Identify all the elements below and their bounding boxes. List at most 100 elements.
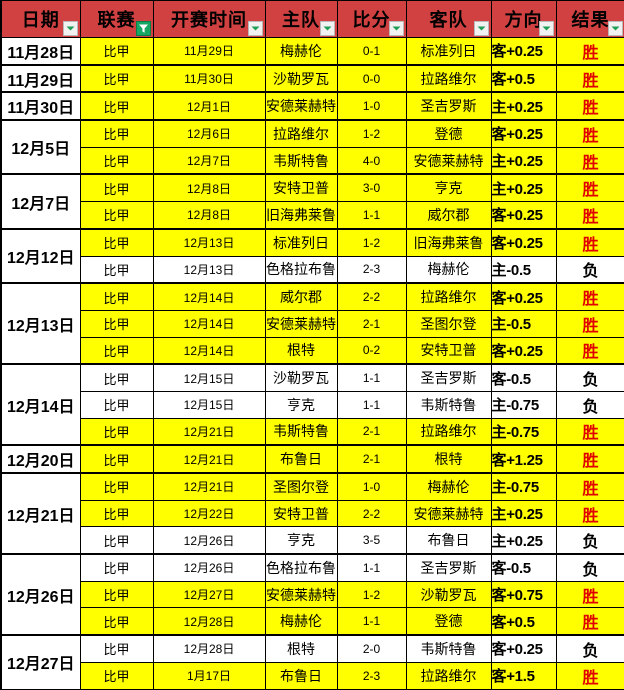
- cell-away-team[interactable]: 拉路维尔: [405, 417, 492, 446]
- cell-result[interactable]: 胜: [555, 499, 624, 528]
- table-row[interactable]: 12月27日 比甲 12月28日 根特 2-0 韦斯特鲁 客+0.25 负: [0, 634, 624, 690]
- cell-direction[interactable]: 客+0.25: [490, 201, 557, 230]
- cell-score[interactable]: 1-0: [336, 91, 407, 121]
- cell-direction[interactable]: 客+1.5: [490, 661, 557, 690]
- cell-score[interactable]: 1-1: [336, 607, 407, 636]
- cell-direction[interactable]: 主-0.75: [490, 417, 557, 446]
- cell-kickoff-time[interactable]: 12月28日: [152, 634, 266, 663]
- cell-kickoff-time[interactable]: 1月17日: [152, 661, 266, 690]
- cell-away-team[interactable]: 标准列日: [405, 36, 492, 66]
- cell-date[interactable]: 11月30日: [0, 91, 81, 121]
- cell-league[interactable]: 比甲: [79, 119, 154, 148]
- cell-score[interactable]: 2-1: [336, 444, 407, 474]
- cell-kickoff-time[interactable]: 12月21日: [152, 444, 266, 474]
- cell-home-team[interactable]: 旧海弗莱鲁: [264, 201, 338, 230]
- cell-home-team[interactable]: 标准列日: [264, 227, 338, 257]
- table-row[interactable]: 比甲 12月7日 韦斯特鲁 4-0 安德莱赫特 主+0.25 胜: [1, 146, 624, 175]
- cell-away-team[interactable]: 圣吉罗斯: [405, 363, 492, 392]
- cell-date[interactable]: 12月12日: [0, 227, 81, 284]
- cell-date[interactable]: 12月26日: [0, 553, 81, 636]
- cell-score[interactable]: 2-0: [336, 634, 407, 663]
- cell-direction[interactable]: 主+0.25: [490, 499, 557, 528]
- table-row[interactable]: 12月7日 比甲 12月8日 安特卫普 3-0 亨克 主+0.25 胜: [0, 173, 624, 230]
- filter-dropdown-icon-direction[interactable]: [538, 21, 554, 36]
- table-row[interactable]: 比甲 12月14日 安德莱赫特 2-1 圣图尔登 主-0.5 胜: [1, 309, 624, 338]
- cell-result[interactable]: 胜: [555, 444, 624, 474]
- cell-score[interactable]: 1-1: [336, 390, 407, 419]
- cell-kickoff-time[interactable]: 12月27日: [152, 580, 266, 609]
- cell-league[interactable]: 比甲: [79, 91, 154, 121]
- cell-kickoff-time[interactable]: 12月8日: [152, 173, 266, 203]
- cell-kickoff-time[interactable]: 11月29日: [152, 36, 266, 66]
- cell-direction[interactable]: 客+0.25: [490, 336, 557, 365]
- cell-date[interactable]: 12月7日: [0, 173, 81, 230]
- cell-direction[interactable]: 主+0.25: [490, 146, 557, 175]
- table-row[interactable]: 比甲 12月28日 梅赫伦 1-1 登德 客+0.5 胜: [1, 607, 624, 636]
- table-row[interactable]: 12月13日 比甲 12月14日 威尔郡 2-2 拉路维尔 客+0.25 胜: [0, 282, 624, 365]
- cell-league[interactable]: 比甲: [79, 580, 154, 609]
- filter-active-icon-league[interactable]: [135, 21, 151, 36]
- cell-result[interactable]: 胜: [555, 91, 624, 121]
- table-row[interactable]: 12月5日 比甲 12月6日 拉路维尔 1-2 登德 客+0.25 胜: [0, 119, 624, 175]
- cell-score[interactable]: 3-5: [336, 526, 407, 555]
- cell-result[interactable]: 胜: [555, 201, 624, 230]
- filter-dropdown-icon-score[interactable]: [388, 21, 404, 36]
- cell-direction[interactable]: 客+1.25: [490, 444, 557, 474]
- cell-away-team[interactable]: 圣吉罗斯: [405, 91, 492, 121]
- cell-league[interactable]: 比甲: [79, 526, 154, 555]
- cell-league[interactable]: 比甲: [79, 363, 154, 392]
- cell-result[interactable]: 胜: [555, 309, 624, 338]
- cell-kickoff-time[interactable]: 12月14日: [152, 282, 266, 311]
- cell-away-team[interactable]: 登德: [405, 119, 492, 148]
- cell-result[interactable]: 胜: [555, 119, 624, 148]
- cell-away-team[interactable]: 圣吉罗斯: [405, 553, 492, 582]
- cell-direction[interactable]: 主+0.25: [490, 173, 557, 203]
- cell-away-team[interactable]: 安德莱赫特: [405, 499, 492, 528]
- cell-result[interactable]: 负: [555, 390, 624, 419]
- table-row[interactable]: 12月20日 比甲 12月21日 布鲁日 2-1 根特 客+1.25 胜: [0, 444, 624, 474]
- cell-result[interactable]: 负: [555, 526, 624, 555]
- cell-direction[interactable]: 主+0.25: [490, 91, 557, 121]
- cell-kickoff-time[interactable]: 12月13日: [152, 255, 266, 284]
- cell-date[interactable]: 12月27日: [0, 634, 81, 690]
- cell-score[interactable]: 2-3: [336, 661, 407, 690]
- cell-result[interactable]: 胜: [555, 661, 624, 690]
- cell-direction[interactable]: 客-0.5: [490, 553, 557, 582]
- cell-score[interactable]: 1-0: [336, 471, 407, 501]
- cell-kickoff-time[interactable]: 12月22日: [152, 499, 266, 528]
- cell-away-team[interactable]: 拉路维尔: [405, 282, 492, 311]
- cell-away-team[interactable]: 亨克: [405, 173, 492, 203]
- cell-direction[interactable]: 客+0.25: [490, 282, 557, 311]
- table-row[interactable]: 12月26日 比甲 12月26日 色格拉布鲁 1-1 圣吉罗斯 客-0.5 负: [0, 553, 624, 636]
- cell-kickoff-time[interactable]: 12月1日: [152, 91, 266, 121]
- filter-dropdown-icon-date[interactable]: [62, 21, 78, 36]
- cell-home-team[interactable]: 根特: [264, 336, 338, 365]
- cell-result[interactable]: 负: [555, 255, 624, 284]
- cell-home-team[interactable]: 根特: [264, 634, 338, 663]
- cell-home-team[interactable]: 色格拉布鲁: [264, 553, 338, 582]
- cell-direction[interactable]: 客+0.5: [490, 63, 557, 93]
- cell-score[interactable]: 1-1: [336, 363, 407, 392]
- cell-direction[interactable]: 客+0.5: [490, 607, 557, 636]
- cell-direction[interactable]: 主-0.75: [490, 390, 557, 419]
- table-row[interactable]: 12月14日 比甲 12月15日 沙勒罗瓦 1-1 圣吉罗斯 客-0.5 负: [0, 363, 624, 446]
- cell-result[interactable]: 胜: [555, 607, 624, 636]
- cell-score[interactable]: 2-1: [336, 309, 407, 338]
- cell-league[interactable]: 比甲: [79, 282, 154, 311]
- cell-league[interactable]: 比甲: [79, 336, 154, 365]
- cell-away-team[interactable]: 拉路维尔: [405, 63, 492, 93]
- cell-kickoff-time[interactable]: 12月15日: [152, 390, 266, 419]
- table-row[interactable]: 比甲 1月17日 布鲁日 2-3 拉路维尔 客+1.5 胜: [1, 661, 624, 690]
- cell-home-team[interactable]: 沙勒罗瓦: [264, 363, 338, 392]
- filter-dropdown-icon-result[interactable]: [607, 21, 623, 36]
- table-row[interactable]: 11月30日 比甲 12月1日 安德莱赫特 1-0 圣吉罗斯 主+0.25 胜: [0, 91, 624, 121]
- cell-home-team[interactable]: 沙勒罗瓦: [264, 63, 338, 93]
- cell-kickoff-time[interactable]: 11月30日: [152, 63, 266, 93]
- cell-league[interactable]: 比甲: [79, 444, 154, 474]
- filter-dropdown-icon-kickoff-time[interactable]: [247, 21, 263, 36]
- cell-result[interactable]: 胜: [555, 580, 624, 609]
- cell-kickoff-time[interactable]: 12月14日: [152, 336, 266, 365]
- cell-away-team[interactable]: 威尔郡: [405, 201, 492, 230]
- table-row[interactable]: 比甲 12月13日 色格拉布鲁 2-3 梅赫伦 主-0.5 负: [1, 255, 624, 284]
- table-row[interactable]: 比甲 12月21日 韦斯特鲁 2-1 拉路维尔 主-0.75 胜: [1, 417, 624, 446]
